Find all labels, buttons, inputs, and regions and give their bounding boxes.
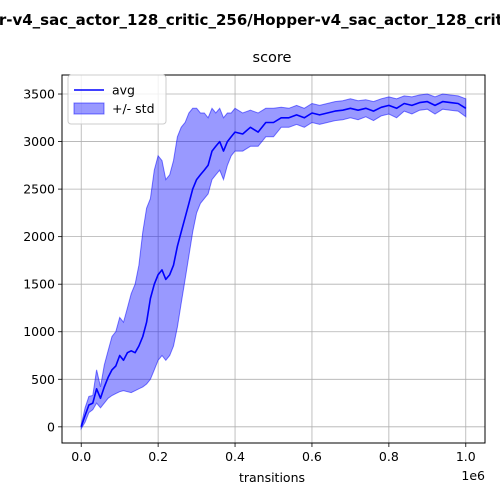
- chart-title: score: [253, 50, 292, 66]
- legend: avg +/- std: [67, 74, 167, 125]
- x-tick-label: 1.0: [456, 449, 476, 464]
- y-tick-label: 2000: [23, 229, 55, 244]
- y-tick-label: 500: [31, 372, 55, 387]
- ticks: 0.0 0.2 0.4 0.6 0.8 1.0 0 500 1000 1500 2000 2500 30…: [23, 87, 476, 464]
- legend-frame: [67, 74, 167, 125]
- x-tick-label: 0.8: [379, 449, 399, 464]
- avg-series-line: [80, 100, 467, 428]
- x-tick-label: 0.6: [302, 449, 322, 464]
- y-tick-label: 3000: [23, 134, 55, 149]
- std-band: [80, 93, 467, 431]
- grid: [62, 75, 485, 443]
- y-tick-label: 1000: [23, 324, 55, 339]
- y-tick-label: 0: [47, 419, 55, 434]
- legend-std-label: +/- std: [112, 101, 155, 116]
- legend-avg-label: avg: [112, 83, 135, 98]
- y-tick-label: 1500: [23, 277, 55, 292]
- x-axis-offset-text: 1e6: [461, 468, 485, 483]
- axes-frame: [61, 74, 486, 444]
- x-axis-label: transitions: [239, 470, 305, 485]
- y-tick-label: 3500: [23, 87, 55, 102]
- x-tick-label: 0.0: [71, 449, 91, 464]
- plot-area: [80, 93, 467, 431]
- chart-suptitle: Hopper-v4_sac_actor_128_critic_256/Hoppe…: [0, 11, 500, 29]
- y-tick-label: 2500: [23, 182, 55, 197]
- x-tick-label: 0.2: [148, 449, 168, 464]
- x-tick-label: 0.4: [225, 449, 245, 464]
- legend-std-swatch: [73, 102, 105, 115]
